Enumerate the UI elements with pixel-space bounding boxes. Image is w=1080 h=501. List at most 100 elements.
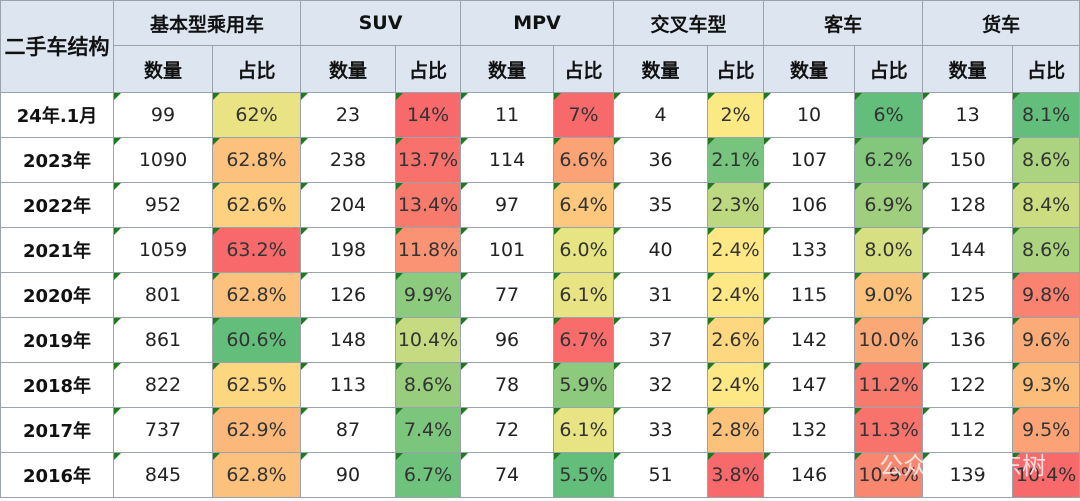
count-cell: 238 <box>300 137 397 183</box>
cell-marker-icon <box>764 138 772 145</box>
cell-marker-icon <box>923 318 931 325</box>
cell-marker-icon <box>764 183 772 190</box>
cell-marker-icon <box>764 93 772 100</box>
count-value: 142 <box>790 329 828 351</box>
share-cell: 9.0% <box>854 272 924 318</box>
count-value: 37 <box>648 329 673 351</box>
share-cell: 62% <box>211 92 302 138</box>
count-value: 90 <box>335 464 361 486</box>
count-cell: 133 <box>763 227 856 273</box>
count-cell: 33 <box>613 407 709 453</box>
share-value: 6.4% <box>559 194 608 216</box>
count-cell: 139 <box>922 452 1014 498</box>
share-value: 6.2% <box>864 149 913 171</box>
cell-marker-icon <box>213 93 220 100</box>
share-header: 占比 <box>553 45 615 93</box>
count-value: 51 <box>648 464 673 486</box>
cell-marker-icon <box>213 273 220 280</box>
share-cell: 8.0% <box>854 227 924 273</box>
count-value: 146 <box>790 464 828 486</box>
share-cell: 6.1% <box>553 272 615 318</box>
group-header: 基本型乘用车 <box>112 0 302 46</box>
cell-marker-icon <box>855 318 863 325</box>
share-value: 2.4% <box>711 374 760 396</box>
row-label: 2016年 <box>0 452 114 498</box>
count-cell: 1059 <box>113 227 213 273</box>
share-cell: 13.4% <box>395 182 462 228</box>
count-value: 238 <box>329 149 367 171</box>
count-value: 36 <box>648 149 673 171</box>
cell-marker-icon <box>213 318 220 325</box>
share-cell: 2.1% <box>707 137 765 183</box>
count-value: 40 <box>648 239 673 261</box>
cell-marker-icon <box>614 453 622 460</box>
share-value: 10.4% <box>1015 464 1077 486</box>
cell-marker-icon <box>114 453 121 460</box>
count-cell: 4 <box>613 92 709 138</box>
cell-marker-icon <box>614 408 622 415</box>
cell-marker-icon <box>554 363 562 370</box>
share-value: 6.1% <box>559 419 608 441</box>
cell-marker-icon <box>301 183 309 190</box>
group-header: 交叉车型 <box>613 0 765 46</box>
count-cell: 801 <box>113 272 213 318</box>
share-value: 14% <box>406 104 450 126</box>
cell-marker-icon <box>855 453 863 460</box>
count-value: 1059 <box>138 239 188 261</box>
share-cell: 63.2% <box>211 227 302 273</box>
share-value: 2.1% <box>711 149 760 171</box>
cell-marker-icon <box>396 228 404 235</box>
share-cell: 7% <box>553 92 615 138</box>
count-cell: 13 <box>922 92 1014 138</box>
cell-marker-icon <box>461 93 469 100</box>
share-cell: 8.6% <box>395 362 462 408</box>
share-cell: 10.9% <box>854 452 924 498</box>
share-value: 62.8% <box>226 464 287 486</box>
share-value: 8.6% <box>1021 239 1071 261</box>
share-cell: 2.6% <box>707 317 765 363</box>
cell-marker-icon <box>855 183 863 190</box>
share-cell: 10.4% <box>395 317 462 363</box>
row-label: 2020年 <box>0 272 114 318</box>
share-cell: 10.0% <box>854 317 924 363</box>
count-value: 952 <box>144 194 182 216</box>
share-cell: 10.4% <box>1012 452 1080 498</box>
count-header: 数量 <box>613 45 709 93</box>
share-value: 6.6% <box>559 149 608 171</box>
count-cell: 32 <box>613 362 709 408</box>
share-value: 9.0% <box>864 284 913 306</box>
corner-header: 二手车结构 <box>0 0 114 93</box>
row-label: 24年.1月 <box>0 92 114 138</box>
cell-marker-icon <box>708 363 716 370</box>
cell-marker-icon <box>554 273 562 280</box>
count-value: 113 <box>329 374 367 396</box>
share-header: 占比 <box>707 45 765 93</box>
row-label: 2017年 <box>0 407 114 453</box>
cell-marker-icon <box>213 408 220 415</box>
count-value: 148 <box>329 329 367 351</box>
count-value: 1090 <box>138 149 188 171</box>
row-label: 2019年 <box>0 317 114 363</box>
count-cell: 36 <box>613 137 709 183</box>
share-cell: 6% <box>854 92 924 138</box>
cell-marker-icon <box>114 363 121 370</box>
cell-marker-icon <box>708 273 716 280</box>
share-cell: 14% <box>395 92 462 138</box>
cell-marker-icon <box>114 273 121 280</box>
count-cell: 952 <box>113 182 213 228</box>
cell-marker-icon <box>1013 183 1021 190</box>
cell-marker-icon <box>764 363 772 370</box>
share-value: 62% <box>235 104 278 126</box>
cell-marker-icon <box>461 273 469 280</box>
count-value: 845 <box>144 464 182 486</box>
count-cell: 122 <box>922 362 1014 408</box>
count-value: 126 <box>329 284 367 306</box>
cell-marker-icon <box>301 273 309 280</box>
share-value: 6.9% <box>864 194 913 216</box>
share-value: 62.8% <box>226 284 287 306</box>
count-cell: 147 <box>763 362 856 408</box>
share-cell: 62.6% <box>211 182 302 228</box>
table-row: 2018年 822 62.5% 113 8.6% 78 5.9% 32 2.4% 147 11.2%… <box>0 362 1080 408</box>
cell-marker-icon <box>708 408 716 415</box>
share-cell: 8.1% <box>1012 92 1080 138</box>
